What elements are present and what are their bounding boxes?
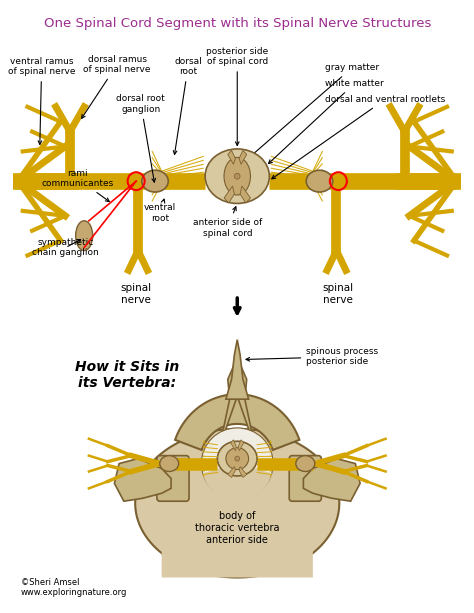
Polygon shape <box>239 150 246 164</box>
Text: anterior side of
spinal cord: anterior side of spinal cord <box>193 207 263 238</box>
Ellipse shape <box>201 428 273 499</box>
Text: ventral
root: ventral root <box>144 199 176 223</box>
Polygon shape <box>228 150 236 164</box>
FancyBboxPatch shape <box>289 455 321 501</box>
Polygon shape <box>239 466 246 478</box>
Text: sympathetic
chain ganglion: sympathetic chain ganglion <box>32 238 99 257</box>
Polygon shape <box>226 340 248 399</box>
Text: ventral ramus
of spinal nerve: ventral ramus of spinal nerve <box>8 57 75 145</box>
Polygon shape <box>231 440 237 451</box>
Text: dorsal root
ganglion: dorsal root ganglion <box>117 94 165 182</box>
Text: body of
thoracic vertebra
anterior side: body of thoracic vertebra anterior side <box>195 511 280 544</box>
Text: white matter: white matter <box>269 79 384 164</box>
Polygon shape <box>224 186 235 203</box>
Text: How it Sits in
its Vertebra:: How it Sits in its Vertebra: <box>74 359 179 390</box>
Text: One Spinal Cord Segment with its Spinal Nerve Structures: One Spinal Cord Segment with its Spinal … <box>44 17 431 29</box>
Circle shape <box>235 456 239 461</box>
Polygon shape <box>220 359 254 444</box>
Ellipse shape <box>142 170 168 192</box>
Ellipse shape <box>218 441 257 476</box>
FancyBboxPatch shape <box>157 455 189 501</box>
Ellipse shape <box>296 455 315 471</box>
Text: posterior side
of spinal cord: posterior side of spinal cord <box>206 47 268 145</box>
Ellipse shape <box>226 447 248 470</box>
Polygon shape <box>135 429 339 577</box>
Wedge shape <box>202 463 272 501</box>
Polygon shape <box>175 394 300 450</box>
Polygon shape <box>303 459 360 501</box>
Text: ©Sheri Amsel
www.exploringnature.org: ©Sheri Amsel www.exploringnature.org <box>21 578 127 597</box>
Ellipse shape <box>224 158 250 195</box>
Text: dorsal
root: dorsal root <box>173 57 202 154</box>
Polygon shape <box>238 440 244 451</box>
Ellipse shape <box>306 170 333 192</box>
Text: rami
communicantes: rami communicantes <box>41 169 114 202</box>
Ellipse shape <box>205 149 269 204</box>
Circle shape <box>235 173 240 179</box>
Text: spinal
nerve: spinal nerve <box>120 283 152 305</box>
Text: spinal
nerve: spinal nerve <box>323 283 354 305</box>
Ellipse shape <box>76 221 92 251</box>
Polygon shape <box>228 466 236 478</box>
Text: dorsal and ventral rootlets: dorsal and ventral rootlets <box>272 95 446 179</box>
Polygon shape <box>162 463 313 577</box>
Text: dorsal ramus
of spinal nerve: dorsal ramus of spinal nerve <box>82 55 151 118</box>
Polygon shape <box>114 459 171 501</box>
Text: spinous process
posterior side: spinous process posterior side <box>246 347 378 367</box>
Text: gray matter: gray matter <box>248 63 379 159</box>
Polygon shape <box>240 186 250 203</box>
Ellipse shape <box>160 455 179 471</box>
